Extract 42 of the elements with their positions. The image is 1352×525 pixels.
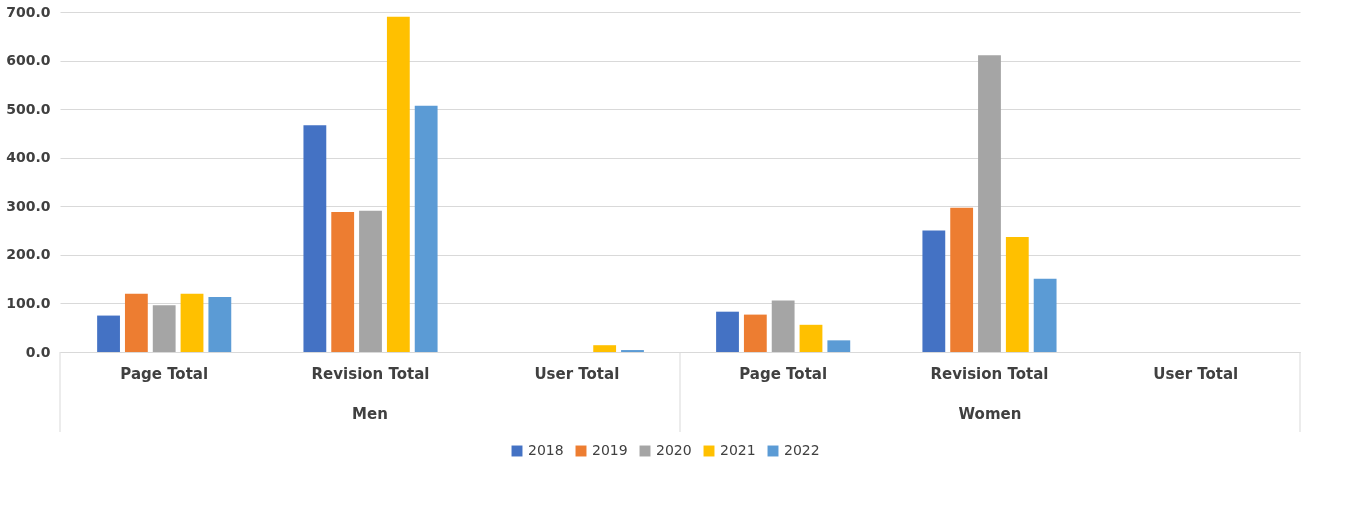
y-tick-label: 700.0 [6,3,51,20]
bar [303,125,327,352]
bar [827,340,851,352]
bar [386,16,410,352]
text: Men [352,405,388,423]
bar [208,297,232,352]
bar [978,55,1001,352]
bar [97,315,120,352]
y-tick-label: 500.0 [6,100,51,117]
bar [1005,236,1029,352]
x-tick-label: User Total [1153,364,1239,383]
legend-label: 2020 [656,442,692,458]
bar [950,207,974,352]
legend-label: 2019 [592,442,628,458]
x-tick-label: Revision Total [930,364,1049,383]
bar [124,293,148,352]
x-tick-label: Page Total [739,364,828,383]
bar [922,230,946,352]
legend-label: 2021 [720,442,756,458]
y-tick-label: 300.0 [6,197,51,214]
y-tick-label: 100.0 [6,294,51,311]
bar [331,212,355,352]
x-tick-label: User Total [534,364,620,383]
bar [771,300,795,352]
bar [152,305,176,352]
x-tick-label: Revision Total [311,364,430,383]
bar [743,314,767,352]
bar [1033,278,1057,352]
bar [180,293,204,352]
bar [716,311,739,352]
y-tick-label: 0.0 [25,343,51,360]
y-tick-label: 600.0 [6,52,51,69]
y-tick-label: 400.0 [6,149,51,166]
x-tick-label: Page Total [120,364,209,383]
y-tick-label: 200.0 [6,246,51,263]
bar [593,345,617,352]
bar [414,105,438,352]
bar [359,210,382,352]
legend-label: 2018 [528,442,564,458]
bar [799,324,823,352]
text: Women [958,405,1022,423]
legend-label: 2022 [784,442,820,458]
